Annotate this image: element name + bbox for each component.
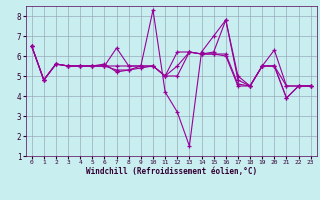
X-axis label: Windchill (Refroidissement éolien,°C): Windchill (Refroidissement éolien,°C) [86,167,257,176]
